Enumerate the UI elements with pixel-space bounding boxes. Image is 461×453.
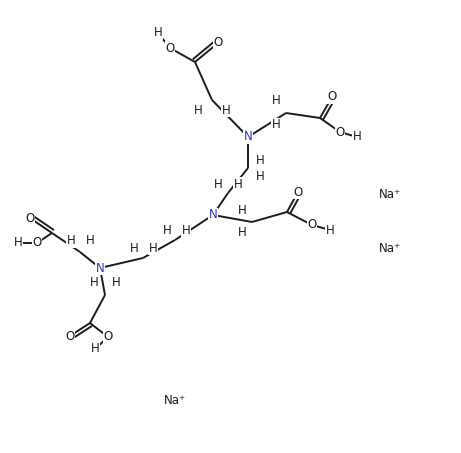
- Text: O: O: [32, 236, 41, 250]
- Text: H: H: [89, 276, 98, 289]
- Text: H: H: [130, 241, 138, 255]
- Text: O: O: [293, 185, 302, 198]
- Text: H: H: [163, 223, 171, 236]
- Text: H: H: [222, 103, 230, 116]
- Text: O: O: [65, 329, 75, 342]
- Text: Na⁺: Na⁺: [379, 241, 401, 255]
- Text: H: H: [237, 226, 246, 240]
- Text: N: N: [95, 261, 104, 275]
- Text: O: O: [327, 91, 337, 103]
- Text: O: O: [25, 212, 35, 225]
- Text: H: H: [237, 204, 246, 217]
- Text: H: H: [86, 235, 95, 247]
- Text: N: N: [243, 130, 252, 144]
- Text: H: H: [148, 241, 157, 255]
- Text: H: H: [213, 178, 222, 191]
- Text: H: H: [154, 26, 162, 39]
- Text: O: O: [307, 218, 317, 231]
- Text: H: H: [325, 223, 334, 236]
- Text: H: H: [112, 276, 120, 289]
- Text: H: H: [182, 223, 190, 236]
- Text: H: H: [256, 154, 264, 168]
- Text: H: H: [91, 342, 100, 356]
- Text: H: H: [234, 178, 242, 191]
- Text: O: O: [103, 331, 112, 343]
- Text: H: H: [272, 119, 280, 131]
- Text: H: H: [14, 236, 23, 250]
- Text: O: O: [165, 42, 175, 54]
- Text: H: H: [256, 170, 264, 183]
- Text: O: O: [213, 37, 223, 49]
- Text: O: O: [335, 125, 345, 139]
- Text: H: H: [272, 95, 280, 107]
- Text: N: N: [209, 208, 218, 222]
- Text: H: H: [67, 235, 76, 247]
- Text: Na⁺: Na⁺: [164, 394, 186, 406]
- Text: H: H: [194, 103, 202, 116]
- Text: Na⁺: Na⁺: [379, 188, 401, 202]
- Text: H: H: [353, 130, 361, 144]
